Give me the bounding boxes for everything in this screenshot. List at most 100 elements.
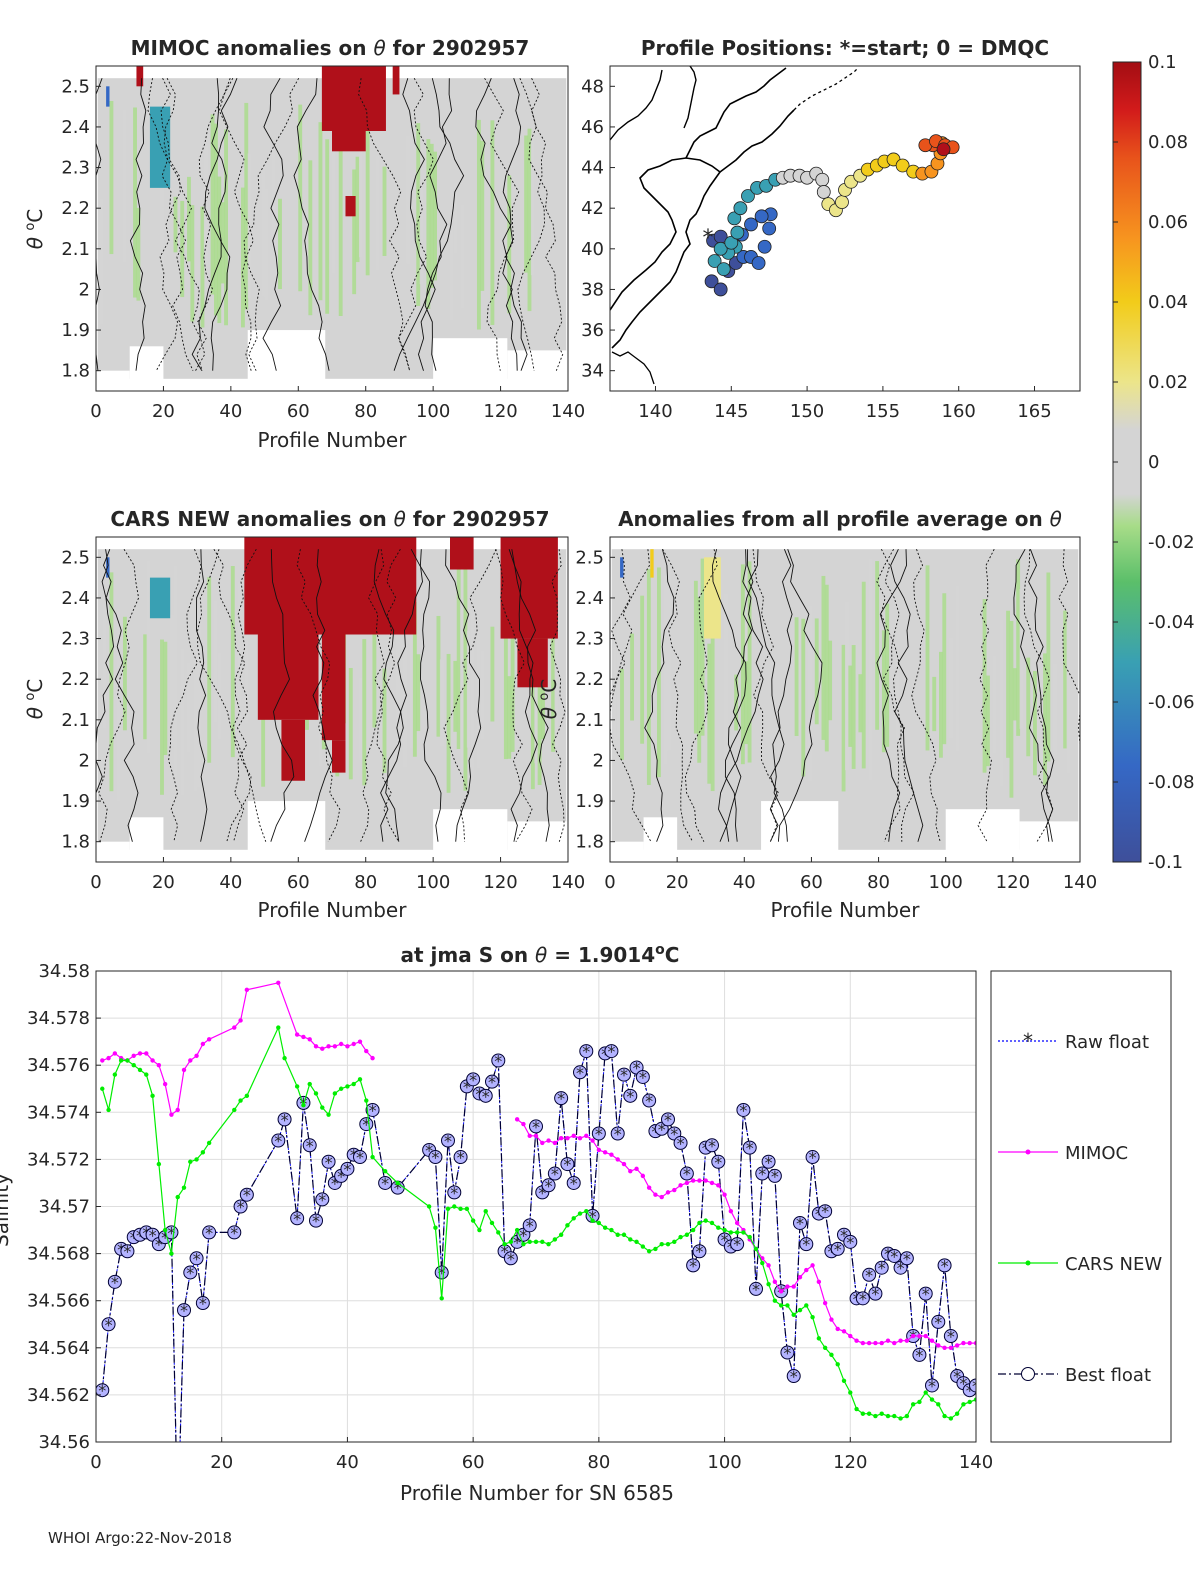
x-tick-label: 80 <box>587 1452 610 1473</box>
x-tick-label: 80 <box>354 401 377 422</box>
raw-float-point: * <box>771 1167 779 1186</box>
best-float-point <box>107 1274 122 1289</box>
x-tick-label: 20 <box>666 872 689 893</box>
anomaly-column <box>271 146 276 254</box>
mimoc-anomaly-field <box>96 66 568 391</box>
raw-float-point: * <box>972 1376 980 1395</box>
cars-point <box>395 1180 400 1186</box>
allavg-anomaly-field <box>610 548 1080 862</box>
raw-float-point: * <box>733 1235 741 1254</box>
raw-float-point: * <box>274 1132 282 1151</box>
raw-float-point: * <box>312 1212 320 1231</box>
cars-point <box>910 1402 916 1407</box>
cars-point <box>540 1239 545 1245</box>
anomaly-column <box>416 654 421 732</box>
anomaly-column <box>463 562 468 791</box>
raw-float-point: * <box>230 1223 238 1242</box>
anomaly-column <box>932 676 937 732</box>
best-float-point <box>931 1314 946 1329</box>
cars-anomaly-field <box>96 537 568 862</box>
contour-line <box>161 77 194 371</box>
x-tick-label: 120 <box>833 1452 867 1473</box>
cars-point <box>967 1399 972 1405</box>
colorbar-tick-label: 0.1 <box>1148 52 1177 73</box>
mimoc-point <box>169 1112 174 1117</box>
float-track <box>704 134 960 297</box>
y-tick-label: 34.578 <box>27 1008 90 1029</box>
cars-point <box>640 1244 646 1249</box>
mimoc-point <box>653 1192 658 1197</box>
cars-point <box>866 1411 872 1416</box>
x-tick-label: 0 <box>604 872 615 893</box>
anomaly-column <box>170 614 175 744</box>
y-tick-label: 34.564 <box>27 1338 90 1359</box>
cars-point <box>810 1314 815 1320</box>
anomaly-column <box>801 618 806 777</box>
best-float-point <box>912 1347 927 1362</box>
anomaly-column <box>318 122 323 301</box>
best-float-point <box>918 1286 933 1301</box>
missing-data <box>247 330 326 391</box>
anomaly-column <box>355 156 360 263</box>
map-axes-box <box>609 65 1081 392</box>
mimoc-point <box>898 1338 903 1343</box>
y-tick-label: 38 <box>581 279 604 300</box>
contour-line <box>445 549 482 842</box>
x-tick-label: 100 <box>416 401 450 422</box>
x-tick-label: 100 <box>929 872 963 893</box>
best-float-point <box>202 1225 217 1240</box>
anomaly-column <box>1026 657 1031 757</box>
best-float-point <box>679 1166 694 1181</box>
contour-line <box>777 549 823 842</box>
colorbar-tick-label: -0.06 <box>1148 692 1195 713</box>
mimoc-point <box>703 1178 708 1183</box>
anomaly-column <box>244 102 249 310</box>
anomaly-column <box>439 659 444 747</box>
mimoc-point <box>973 1340 976 1346</box>
raw-float-point: * <box>381 1174 389 1193</box>
best-float-point <box>547 1166 562 1181</box>
allavg-y-label: θ oC <box>537 679 561 720</box>
legend-box <box>990 970 1172 1443</box>
anomaly-column <box>554 630 559 748</box>
anomaly-column <box>630 633 634 721</box>
anomaly-column <box>848 665 853 747</box>
raw-float-point: * <box>570 1174 578 1193</box>
raw-float-point: * <box>871 1285 879 1304</box>
anomaly-column <box>663 575 668 764</box>
cars-point <box>232 1107 237 1113</box>
raw-float-point: * <box>746 1139 754 1158</box>
best-float-point <box>365 1102 380 1117</box>
anomaly-column <box>187 662 191 753</box>
raw-float-point: * <box>934 1313 942 1332</box>
raw-float-point: * <box>658 1120 666 1139</box>
cars-point <box>238 1098 243 1103</box>
anomaly-column <box>861 581 866 769</box>
best-float-point <box>711 1154 726 1169</box>
mimoc-point <box>370 1055 375 1061</box>
cars-point <box>678 1234 683 1240</box>
cars-point <box>433 1225 438 1230</box>
anomaly-column <box>885 603 890 747</box>
best-float-point <box>177 1303 191 1318</box>
missing-data <box>610 841 644 862</box>
best-float-point <box>239 1187 254 1202</box>
contour-line <box>243 77 300 371</box>
anomaly-column <box>808 605 812 782</box>
anomaly-block <box>392 66 400 95</box>
anomaly-column <box>214 123 218 316</box>
cars-point <box>502 1241 507 1247</box>
cars-point <box>816 1336 822 1341</box>
anomaly-column <box>362 639 367 786</box>
anomaly-column <box>814 618 819 725</box>
best-float-point <box>730 1237 745 1252</box>
anomaly-column <box>453 660 458 732</box>
y-tick-label: 1.9 <box>575 791 604 812</box>
anomaly-column <box>1043 653 1047 785</box>
cars-point <box>829 1352 834 1358</box>
best-float-point <box>277 1112 292 1127</box>
cars-point <box>571 1216 576 1221</box>
cars-point <box>489 1220 495 1226</box>
cars-point <box>917 1399 922 1405</box>
